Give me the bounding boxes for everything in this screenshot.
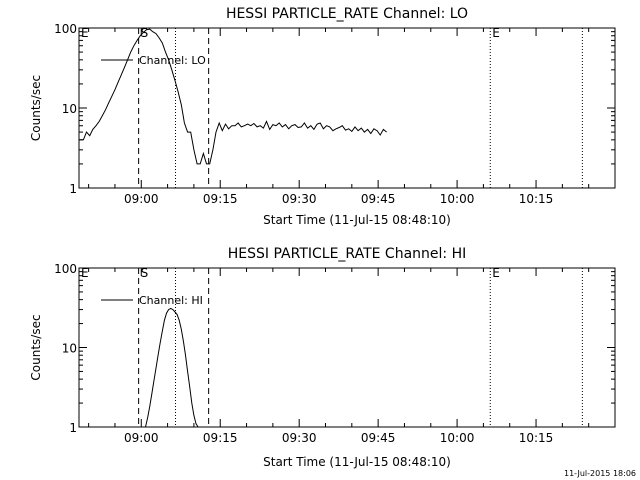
x-axis-label: Start Time (11-Jul-15 08:48:10): [263, 455, 451, 469]
legend-label: Channel: HI: [139, 294, 203, 307]
marker-label: S: [141, 266, 149, 280]
x-tick-label: 09:15: [203, 192, 238, 206]
x-tick-label: 10:15: [519, 431, 554, 445]
x-tick-label: 09:45: [361, 431, 396, 445]
chart-title: HESSI PARTICLE_RATE Channel: LO: [226, 6, 468, 22]
x-tick-label: 09:30: [282, 192, 317, 206]
x-tick-label: 09:30: [282, 431, 317, 445]
chart-panel-hi: HESSI PARTICLE_RATE Channel: HI Start Tim…: [29, 246, 616, 469]
x-tick-label: 09:00: [124, 431, 159, 445]
y-axis-label: Counts/sec: [29, 314, 43, 380]
y-tick-label: 10: [62, 102, 77, 116]
chart-title: HESSI PARTICLE_RATE Channel: HI: [228, 246, 466, 262]
x-tick-label: 10:15: [519, 192, 554, 206]
y-axis-label: Counts/sec: [29, 75, 43, 141]
marker-label: S: [141, 26, 149, 40]
edge-marker-label: E: [81, 26, 89, 40]
x-tick-label: 09:00: [124, 192, 159, 206]
chart-panel-lo: HESSI PARTICLE_RATE Channel: LO Start Tim…: [29, 6, 616, 227]
x-tick-label: 10:00: [440, 431, 475, 445]
plot-frame: [78, 27, 616, 189]
timestamp: 11-Jul-2015 18:06: [564, 469, 636, 478]
x-tick-label: 09:15: [203, 431, 238, 445]
y-tick-label: 100: [54, 22, 77, 36]
series-line: [79, 28, 387, 165]
y-tick-label: 1: [69, 421, 77, 435]
legend-label: Channel: LO: [139, 54, 206, 67]
marker-label: E: [492, 266, 500, 280]
y-tick-label: 1: [69, 182, 77, 196]
x-tick-label: 10:00: [440, 192, 475, 206]
y-tick-label: 100: [54, 262, 77, 276]
series-line: [145, 307, 199, 428]
x-axis-label: Start Time (11-Jul-15 08:48:10): [263, 213, 451, 227]
y-tick-label: 10: [62, 342, 77, 356]
edge-marker-label: E: [81, 266, 89, 280]
x-tick-label: 09:45: [361, 192, 396, 206]
marker-label: E: [492, 26, 500, 40]
